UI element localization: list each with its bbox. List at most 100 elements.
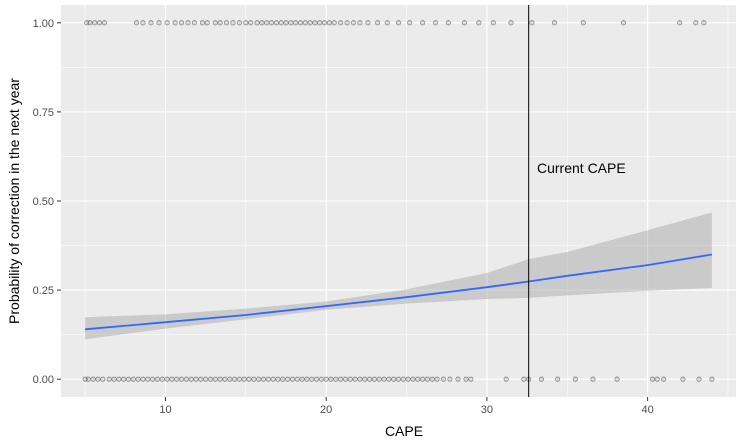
data-point-correction <box>338 20 344 26</box>
data-point-correction <box>148 20 154 26</box>
data-point-no-correction <box>420 376 426 382</box>
data-point-no-correction <box>174 376 180 382</box>
data-point-no-correction <box>227 376 233 382</box>
data-point-correction <box>101 20 107 26</box>
data-point-no-correction <box>121 376 127 382</box>
data-point-no-correction <box>193 376 199 382</box>
data-point-no-correction <box>145 376 151 382</box>
data-point-no-correction <box>649 376 655 382</box>
data-point-correction <box>293 20 299 26</box>
data-point-correction <box>302 20 308 26</box>
data-point-correction <box>254 20 260 26</box>
data-point-correction <box>307 20 313 26</box>
data-point-no-correction <box>212 376 218 382</box>
data-point-no-correction <box>299 376 305 382</box>
data-point-correction <box>97 20 103 26</box>
data-point-no-correction <box>424 376 430 382</box>
data-point-no-correction <box>362 376 368 382</box>
data-point-correction <box>365 20 371 26</box>
data-point-correction <box>384 20 390 26</box>
y-axis-title: Probability of correction in the next ye… <box>6 78 22 324</box>
confidence-band <box>85 212 712 340</box>
data-point-correction <box>84 20 90 26</box>
data-point-no-correction <box>590 376 596 382</box>
data-point-correction <box>212 20 218 26</box>
data-point-no-correction <box>217 376 223 382</box>
data-point-no-correction <box>410 376 416 382</box>
data-point-no-correction <box>333 376 339 382</box>
data-point-correction <box>230 20 236 26</box>
data-point-correction <box>140 20 146 26</box>
data-point-correction <box>223 20 230 26</box>
data-point-correction <box>204 20 210 26</box>
data-point-no-correction <box>338 376 344 382</box>
data-point-no-correction <box>415 376 421 382</box>
data-point-no-correction <box>100 376 106 382</box>
data-point-no-correction <box>207 376 214 382</box>
data-point-no-correction <box>116 376 122 382</box>
data-point-correction <box>156 20 162 26</box>
data-point-correction <box>445 20 451 26</box>
data-point-correction <box>375 20 381 26</box>
data-point-correction <box>317 20 323 26</box>
y-tick-label: 0.25 <box>33 285 54 297</box>
vline-label: Current CAPE <box>537 160 626 176</box>
data-point-correction <box>133 20 140 26</box>
fit-line-layer <box>85 253 713 331</box>
data-point-no-correction <box>169 376 175 382</box>
data-point-no-correction <box>367 376 373 382</box>
data-point-no-correction <box>318 376 324 382</box>
data-point-no-correction <box>405 376 411 382</box>
data-point-no-correction <box>95 376 101 382</box>
data-point-correction <box>529 20 535 26</box>
x-tick-label: 10 <box>159 404 171 416</box>
x-tick-label: 40 <box>641 404 653 416</box>
data-point-no-correction <box>111 376 117 382</box>
data-point-correction <box>432 20 439 26</box>
data-point-correction <box>199 20 205 26</box>
data-point-no-correction <box>468 376 474 382</box>
data-point-correction <box>283 20 289 26</box>
data-point-no-correction <box>447 376 453 382</box>
data-point-correction <box>580 20 586 26</box>
ticks-layer: 10 20 30 40 0.00 0.25 0.50 0.75 1.00 <box>33 18 654 416</box>
data-point-correction <box>331 20 337 26</box>
y-tick-label: 0.50 <box>33 196 54 208</box>
x-tick-label: 20 <box>320 404 332 416</box>
data-point-correction <box>677 20 683 26</box>
data-point-no-correction <box>265 376 271 382</box>
data-point-no-correction <box>455 376 461 382</box>
data-point-no-correction <box>222 376 228 382</box>
data-point-correction <box>278 20 284 26</box>
data-point-no-correction <box>440 376 447 382</box>
data-point-correction <box>490 20 496 26</box>
data-point-no-correction <box>395 376 402 382</box>
data-point-no-correction <box>159 376 165 382</box>
data-point-correction <box>164 20 170 26</box>
data-point-correction <box>344 20 350 26</box>
data-point-no-correction <box>357 376 363 382</box>
y-tick-label: 1.00 <box>33 18 54 30</box>
data-point-correction <box>326 20 332 26</box>
data-point-correction <box>350 20 357 26</box>
data-point-no-correction <box>709 376 715 382</box>
data-point-correction <box>248 20 254 26</box>
data-point-no-correction <box>85 376 91 382</box>
data-point-correction <box>420 20 426 26</box>
data-point-correction <box>620 20 627 26</box>
data-point-no-correction <box>130 376 136 382</box>
data-point-no-correction <box>275 376 281 382</box>
x-axis-title: CAPE <box>385 423 423 439</box>
data-point-no-correction <box>463 376 469 382</box>
data-point-no-correction <box>400 376 406 382</box>
data-point-no-correction <box>270 376 276 382</box>
data-point-no-correction <box>521 376 527 382</box>
data-point-no-correction <box>241 376 247 382</box>
data-point-correction <box>264 20 270 26</box>
data-point-correction <box>407 20 413 26</box>
data-point-no-correction <box>140 376 146 382</box>
data-point-correction <box>273 20 279 26</box>
data-point-correction <box>312 20 318 26</box>
data-point-no-correction <box>164 376 170 382</box>
